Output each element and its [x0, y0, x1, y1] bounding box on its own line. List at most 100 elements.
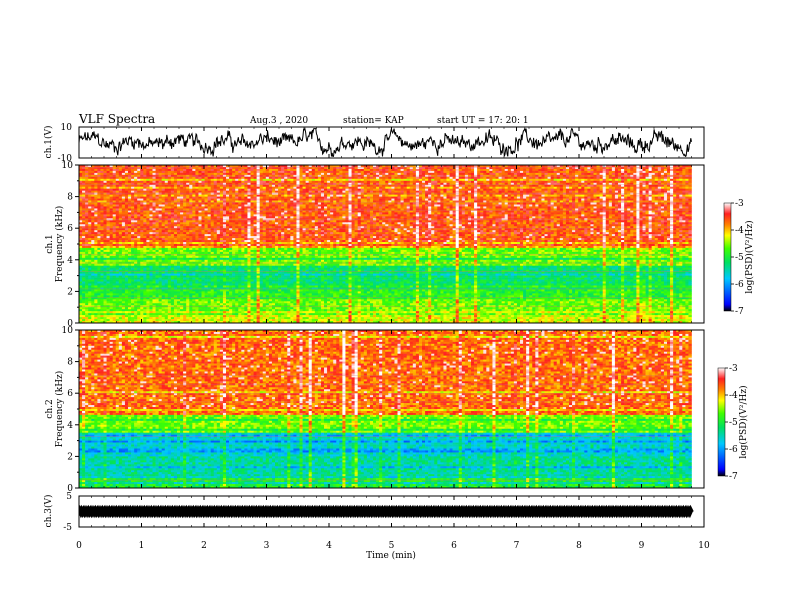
spectrogram-cell: [502, 185, 505, 187]
spectrogram-cell: [416, 191, 419, 193]
spectrogram-cell: [618, 187, 621, 189]
spectrogram-cell: [156, 185, 159, 187]
spectrogram-cell: [125, 177, 128, 179]
spectrogram-cell: [358, 181, 361, 183]
spectrogram-cell: [563, 193, 566, 195]
spectrogram-cell: [474, 179, 477, 181]
spectrogram-cell: [523, 173, 526, 175]
spectrogram-cell: [459, 185, 462, 187]
spectrogram-cell: [398, 195, 401, 197]
spectrogram-cell: [94, 191, 97, 193]
spectrogram-cell: [388, 193, 391, 195]
spectrogram-cell: [238, 185, 241, 187]
spectrogram-cell: [388, 187, 391, 189]
spectrogram-cell: [153, 173, 156, 175]
spectrogram-cell: [391, 195, 394, 197]
spectrogram-cell: [241, 181, 244, 183]
spectrogram-cell: [450, 191, 453, 193]
spectrogram-cell: [217, 181, 220, 183]
ch1-spectrogram-heatmap: [79, 165, 692, 323]
spectrogram-cell: [272, 173, 275, 175]
spectrogram-cell: [244, 201, 247, 203]
spectrogram-cell: [514, 181, 517, 183]
spectrogram-cell: [673, 187, 676, 189]
spectrogram-cell: [511, 191, 514, 193]
spectrogram-cell: [679, 177, 682, 179]
spectrogram-cell: [511, 169, 514, 171]
spectrogram-cell: [652, 187, 655, 189]
spectrogram-cell: [425, 177, 428, 179]
spectrogram-cell: [205, 171, 208, 173]
spectrogram-cell: [416, 189, 419, 191]
spectrogram-cell: [688, 189, 691, 191]
spectrogram-cell: [624, 193, 627, 195]
spectrogram-cell: [468, 187, 471, 189]
spectrogram-cell: [131, 181, 134, 183]
spectrogram-cell: [676, 171, 679, 173]
spectrogram-cell: [220, 201, 223, 203]
spectrogram-cell: [615, 171, 618, 173]
spectrogram-cell: [627, 193, 630, 195]
spectrogram-cell: [247, 187, 250, 189]
spectrogram-cell: [79, 177, 82, 179]
spectrogram-cell: [143, 197, 146, 199]
spectrogram-cell: [538, 187, 541, 189]
spectrogram-cell: [327, 191, 330, 193]
spectrogram-cell: [367, 195, 370, 197]
spectrogram-cell: [342, 177, 345, 179]
spectrogram-cell: [624, 173, 627, 175]
spectrogram-cell: [345, 173, 348, 175]
spectrogram-cell: [296, 199, 299, 201]
spectrogram-cell: [134, 199, 137, 201]
spectrogram-cell: [300, 169, 303, 171]
spectrogram-cell: [113, 169, 116, 171]
spectrogram-cell: [257, 185, 260, 187]
spectrogram-cell: [119, 187, 122, 189]
spectrogram-cell: [100, 179, 103, 181]
spectrogram-cell: [621, 171, 624, 173]
spectrogram-cell: [165, 179, 168, 181]
spectrogram-cell: [85, 201, 88, 203]
spectrogram-cell: [110, 179, 113, 181]
spectrogram-cell: [352, 197, 355, 199]
spectrogram-cell: [205, 191, 208, 193]
spectrogram-cell: [361, 171, 364, 173]
spectrogram-cell: [404, 195, 407, 197]
spectrogram-cell: [211, 199, 214, 201]
spectrogram-cell: [333, 197, 336, 199]
spectrogram-cell: [125, 187, 128, 189]
spectrogram-cell: [434, 197, 437, 199]
spectrogram-cell: [508, 195, 511, 197]
spectrogram-cell: [382, 169, 385, 171]
spectrogram-cell: [202, 187, 205, 189]
spectrogram-cell: [107, 191, 110, 193]
spectrogram-cell: [134, 187, 137, 189]
spectrogram-cell: [244, 193, 247, 195]
spectrogram-cell: [241, 173, 244, 175]
spectrogram-cell: [486, 185, 489, 187]
spectrogram-cell: [416, 171, 419, 173]
spectrogram-cell: [422, 179, 425, 181]
spectrogram-cell: [162, 195, 165, 197]
spectrogram-cell: [159, 179, 162, 181]
spectrogram-cell: [621, 179, 624, 181]
spectrogram-cell: [658, 169, 661, 171]
spectrogram-cell: [563, 171, 566, 173]
spectrogram-cell: [189, 171, 192, 173]
spectrogram-cell: [670, 189, 673, 191]
spectrogram-cell: [643, 181, 646, 183]
spectrogram-cell: [171, 199, 174, 201]
spectrogram-cell: [180, 173, 183, 175]
spectrogram-cell: [428, 191, 431, 193]
spectrogram-cell: [235, 181, 238, 183]
spectrogram-cell: [104, 171, 107, 173]
spectrogram-cell: [88, 177, 91, 179]
spectrogram-cell: [649, 195, 652, 197]
spectrogram-cell: [621, 185, 624, 187]
spectrogram-cell: [413, 197, 416, 199]
spectrogram-cell: [275, 185, 278, 187]
spectrogram-cell: [235, 177, 238, 179]
spectrogram-cell: [159, 197, 162, 199]
spectrogram-cell: [208, 197, 211, 199]
spectrogram-cell: [339, 171, 342, 173]
